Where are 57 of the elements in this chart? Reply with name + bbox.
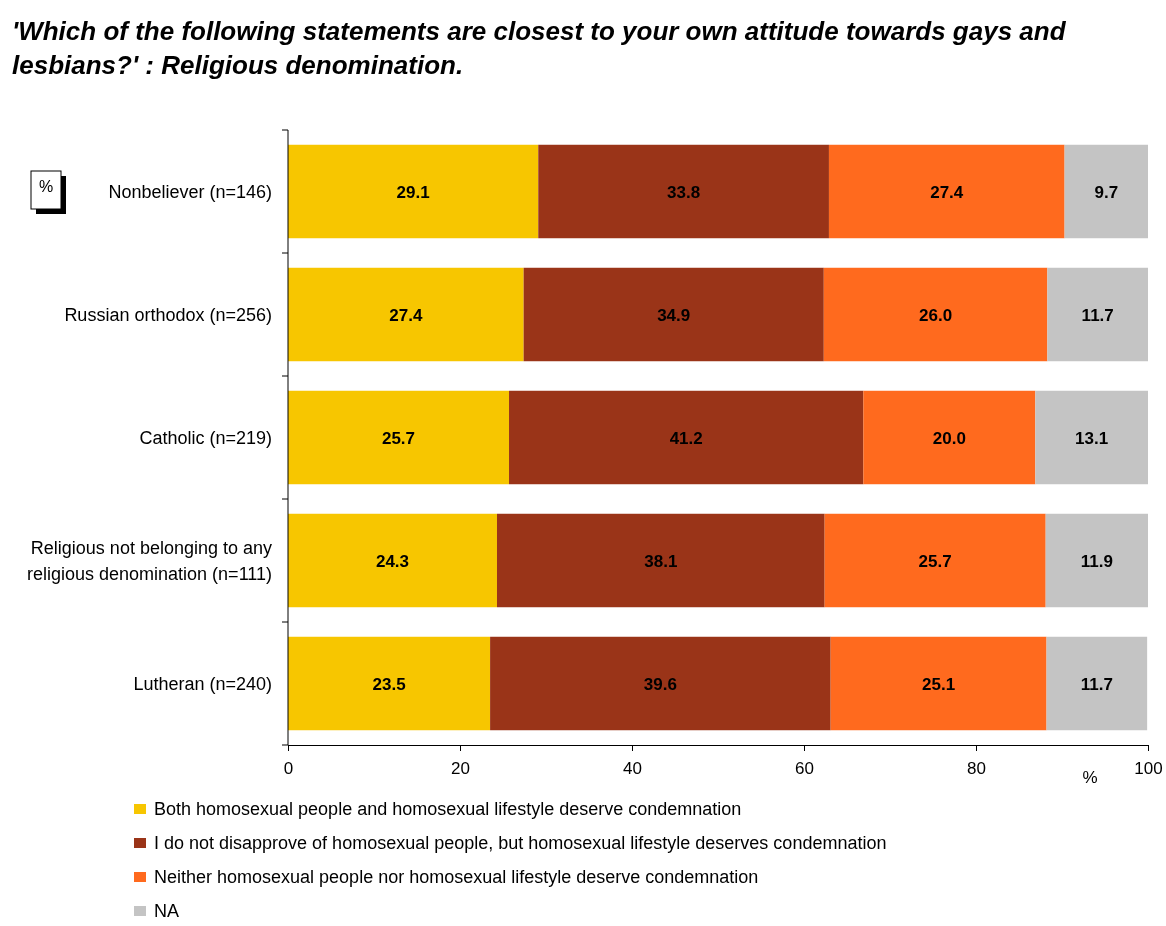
y-tick-label: Nonbeliever (n=146): [108, 181, 272, 202]
data-label: 24.3: [375, 551, 410, 571]
bar: [824, 513, 1046, 608]
bar: [509, 390, 864, 485]
y-tick-label: Catholic (n=219): [139, 427, 272, 448]
y-tick-label: Lutheran (n=240): [133, 673, 272, 694]
x-tick-label: 0: [283, 759, 294, 779]
y-tick-label: Russian orthodox (n=256): [64, 304, 272, 325]
bar: [1047, 267, 1148, 362]
legend-label: NA: [154, 901, 180, 921]
data-label: 26.0: [919, 305, 953, 325]
data-label: 25.7: [381, 428, 416, 448]
data-label: 27.4: [930, 182, 964, 202]
legend-label: I do not disapprove of homosexual people, but homosexual lifestyle deserves condemnation: [154, 833, 887, 853]
data-label: 13.1: [1075, 428, 1109, 448]
bar: [288, 267, 524, 362]
legend-label: Neither homosexual people nor homosexual lifestyle deserve condemnation: [154, 867, 759, 887]
data-label: 9.7: [1094, 182, 1119, 202]
data-label: 41.2: [669, 428, 703, 448]
data-label: 39.6: [643, 674, 677, 694]
bar: [1046, 636, 1148, 731]
bar: [288, 636, 491, 731]
data-label: 11.9: [1080, 551, 1113, 571]
data-label: 20.0: [932, 428, 966, 448]
data-label: 25.7: [918, 551, 952, 571]
x-tick-label: 80: [967, 759, 986, 779]
bar: [1064, 144, 1148, 239]
bar: [830, 636, 1047, 731]
data-label: 11.7: [1081, 305, 1114, 325]
data-label: 34.9: [657, 305, 691, 325]
bar: [496, 513, 825, 608]
data-label: 27.4: [389, 305, 423, 325]
bar: [828, 144, 1065, 239]
bar: [523, 267, 824, 362]
bar: [1045, 513, 1148, 608]
legend-label: Both homosexual people and homosexual lifestyle deserve condemnation: [154, 799, 742, 819]
bar: [863, 390, 1036, 485]
data-label: 33.8: [667, 182, 701, 202]
x-tick-label: 20: [451, 759, 470, 779]
bar: [288, 390, 510, 485]
x-tick-label: 60: [795, 759, 814, 779]
bar: [490, 636, 831, 731]
bar: [288, 144, 539, 239]
bar: [288, 513, 497, 608]
data-label: 11.7: [1080, 674, 1113, 694]
data-label: 25.1: [922, 674, 956, 694]
bar: [538, 144, 829, 239]
x-axis-title: %: [1082, 768, 1098, 787]
bar: [1035, 390, 1148, 485]
chart-title: 'Which of the following statements are closest to your own attitude towards gays and lesbians?' : Religious denomination.: [12, 16, 1067, 80]
data-label: 23.5: [372, 674, 406, 694]
x-tick-label: 40: [623, 759, 642, 779]
y-tick-label: Religious not belonging to any religious denomination (n=111): [27, 537, 272, 584]
data-label: 29.1: [396, 182, 430, 202]
x-tick-label: 100: [1134, 759, 1163, 779]
bar: [823, 267, 1048, 362]
data-label: 38.1: [644, 551, 678, 571]
